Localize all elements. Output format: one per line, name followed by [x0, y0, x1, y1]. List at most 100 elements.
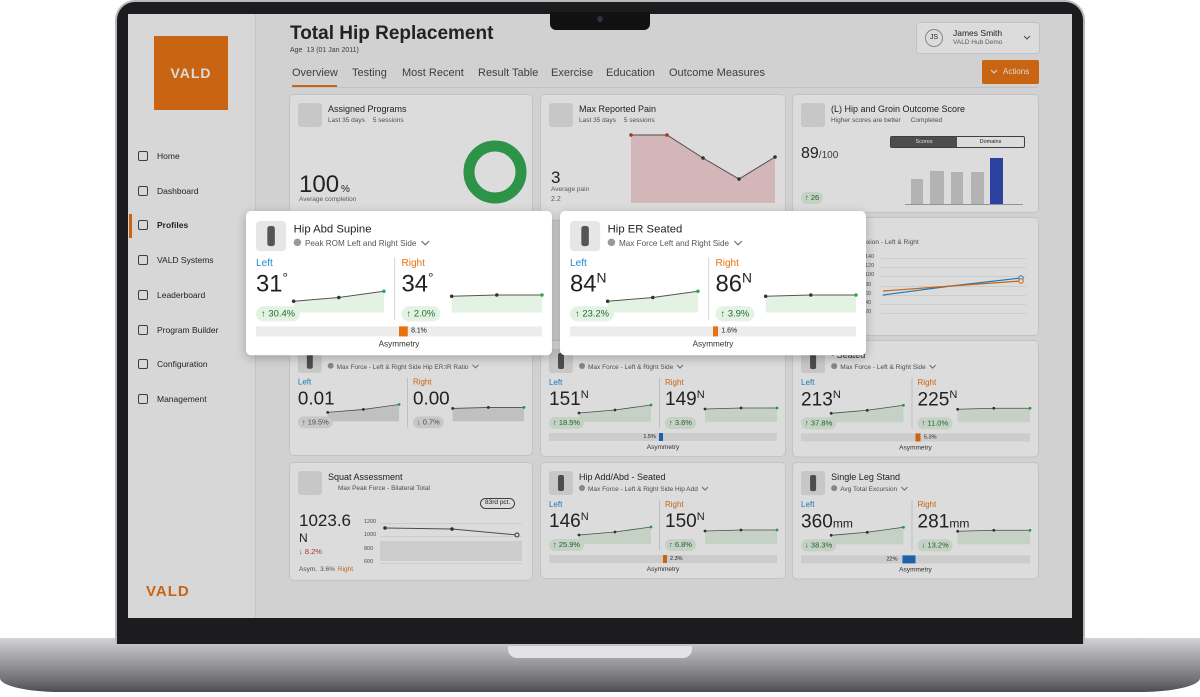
- right-change: ↑ 3.9%: [715, 306, 755, 321]
- dot: [326, 411, 330, 414]
- left-value: 360: [801, 511, 833, 533]
- left-unit: N: [580, 511, 589, 523]
- metric-card[interactable]: Max Force - Left & Right Side Hip ER:IR …: [290, 341, 532, 456]
- actions-button[interactable]: Actions: [982, 60, 1039, 84]
- dot: [865, 530, 869, 534]
- tab[interactable]: Result Table: [478, 67, 539, 79]
- divider: [911, 378, 913, 429]
- value: 100: [299, 171, 340, 198]
- asymmetry-marker: [713, 326, 718, 337]
- right-value: 86: [715, 271, 743, 298]
- asymmetry-label: Asymmetry: [692, 340, 734, 349]
- chevron: [420, 240, 430, 246]
- score: 89: [801, 145, 819, 162]
- right-value: 149: [665, 389, 697, 410]
- subtitle-icon: [831, 363, 838, 370]
- subtitle-row: Max Force - Left & Right Side: [831, 363, 937, 372]
- camera-notch: [550, 12, 650, 30]
- unit: N: [299, 531, 308, 545]
- tab[interactable]: Outcome Measures: [669, 67, 765, 79]
- right-unit: N: [696, 389, 705, 401]
- metric-card[interactable]: Max Force - Left & Right Side Left 151 N ↑ 1…: [541, 341, 785, 456]
- right-unit: N: [949, 389, 958, 402]
- programs-card[interactable]: Assigned Programs Last 35 days 5 session…: [290, 95, 532, 220]
- asymmetry-marker: [902, 555, 916, 564]
- tab[interactable]: Exercise: [551, 67, 594, 79]
- right-label: Right: [917, 378, 937, 388]
- metric-card[interactable]: Single Leg Stand Avg Total Excursion Left 3…: [793, 463, 1038, 579]
- popup-card[interactable]: Hip ER Seated Max Force Left and Right Si…: [560, 211, 866, 356]
- popup-card[interactable]: Hip Abd Supine Peak ROM Left and Right Si…: [246, 211, 552, 356]
- line-right: [882, 280, 1022, 292]
- grid-line: [881, 294, 1026, 296]
- subtitle-row: Avg Total Excursion: [831, 485, 908, 494]
- left-label: Left: [801, 500, 815, 510]
- nav-icon: [138, 289, 148, 300]
- area: [957, 408, 1030, 423]
- value: 3: [551, 168, 561, 187]
- logo-box: VALD: [154, 36, 228, 110]
- tab[interactable]: Education: [606, 67, 655, 79]
- nav-icon: [138, 185, 148, 196]
- bar: [951, 172, 963, 205]
- right-value-row: 150 N: [665, 512, 705, 532]
- left-value: 213: [801, 389, 833, 411]
- tab[interactable]: Most Recent: [402, 67, 464, 79]
- dot: [773, 155, 777, 159]
- left-value: 31: [256, 271, 283, 298]
- subtitle-row: Max Force - Left & Right Side Hip ER:IR …: [327, 362, 480, 371]
- toggle-domains[interactable]: Domains: [979, 139, 1002, 145]
- metric-card[interactable]: Hip Add/Abd - Seated Max Force - Left & R…: [541, 463, 785, 578]
- tabs-rule: [290, 87, 1038, 88]
- y-tick-label: 1200: [364, 519, 377, 525]
- sessions: 5 sessions: [372, 117, 404, 124]
- right-change: ↓ 0.7%: [412, 416, 444, 428]
- left-value: 151: [549, 389, 581, 410]
- nav-icon: [138, 324, 148, 335]
- area: [631, 135, 775, 203]
- card-title: Hip ER Seated: [607, 222, 683, 235]
- left-value: 0.01: [297, 388, 335, 410]
- footer-logo: VALD: [146, 583, 190, 600]
- dot: [829, 533, 833, 537]
- right-value-row: 225 N: [918, 389, 958, 410]
- right-unit: °: [428, 271, 434, 287]
- right-value-row: 34 °: [402, 272, 434, 296]
- note: Higher scores are better: [831, 117, 901, 124]
- toggle[interactable]: Scores Domains: [890, 136, 1025, 148]
- area: [327, 404, 400, 422]
- card-meta: Last 35 days 5 sessions: [328, 117, 404, 125]
- dot: [829, 411, 833, 415]
- asymmetry-value: 1.5%: [643, 434, 656, 440]
- logo: VALD: [170, 65, 212, 81]
- squat-card[interactable]: Squat Assessment Max Peak Force - Bilate…: [290, 463, 532, 580]
- left-change: ↓ 38.3%: [801, 539, 837, 551]
- dot: [701, 156, 705, 160]
- y-tick-label: 1000: [364, 532, 377, 539]
- pain-card[interactable]: Max Reported Pain Last 35 days 5 session…: [541, 95, 785, 220]
- sparkline-box: [291, 282, 386, 318]
- dot: [763, 294, 768, 299]
- left-unit: N: [596, 271, 607, 287]
- subtitle-icon: [579, 485, 585, 491]
- right-unit: N: [742, 271, 752, 287]
- icon-glyph: [558, 353, 564, 369]
- right-label: Right: [665, 378, 684, 387]
- toggle-scores[interactable]: Scores: [891, 137, 957, 147]
- tab[interactable]: Overview: [292, 67, 338, 79]
- tab[interactable]: Testing: [352, 67, 387, 79]
- sessions: 5 sessions: [623, 117, 655, 124]
- dot: [902, 403, 905, 407]
- left-unit: N: [832, 389, 841, 402]
- chevron: [990, 69, 998, 74]
- dot: [495, 293, 499, 297]
- outcome-card[interactable]: (L) Hip and Groin Outcome Score Higher s…: [793, 95, 1038, 212]
- sparkline-box: [449, 282, 544, 318]
- area: [831, 527, 904, 545]
- page-title: Total Hip Replacement: [290, 23, 494, 44]
- left-change: ↑ 37.8%: [801, 417, 837, 429]
- card-meta: Higher scores are better Completed: [831, 117, 942, 125]
- user-box[interactable]: JS James Smith VALD Hub Demo: [916, 22, 1040, 54]
- donut-ring: [463, 140, 527, 204]
